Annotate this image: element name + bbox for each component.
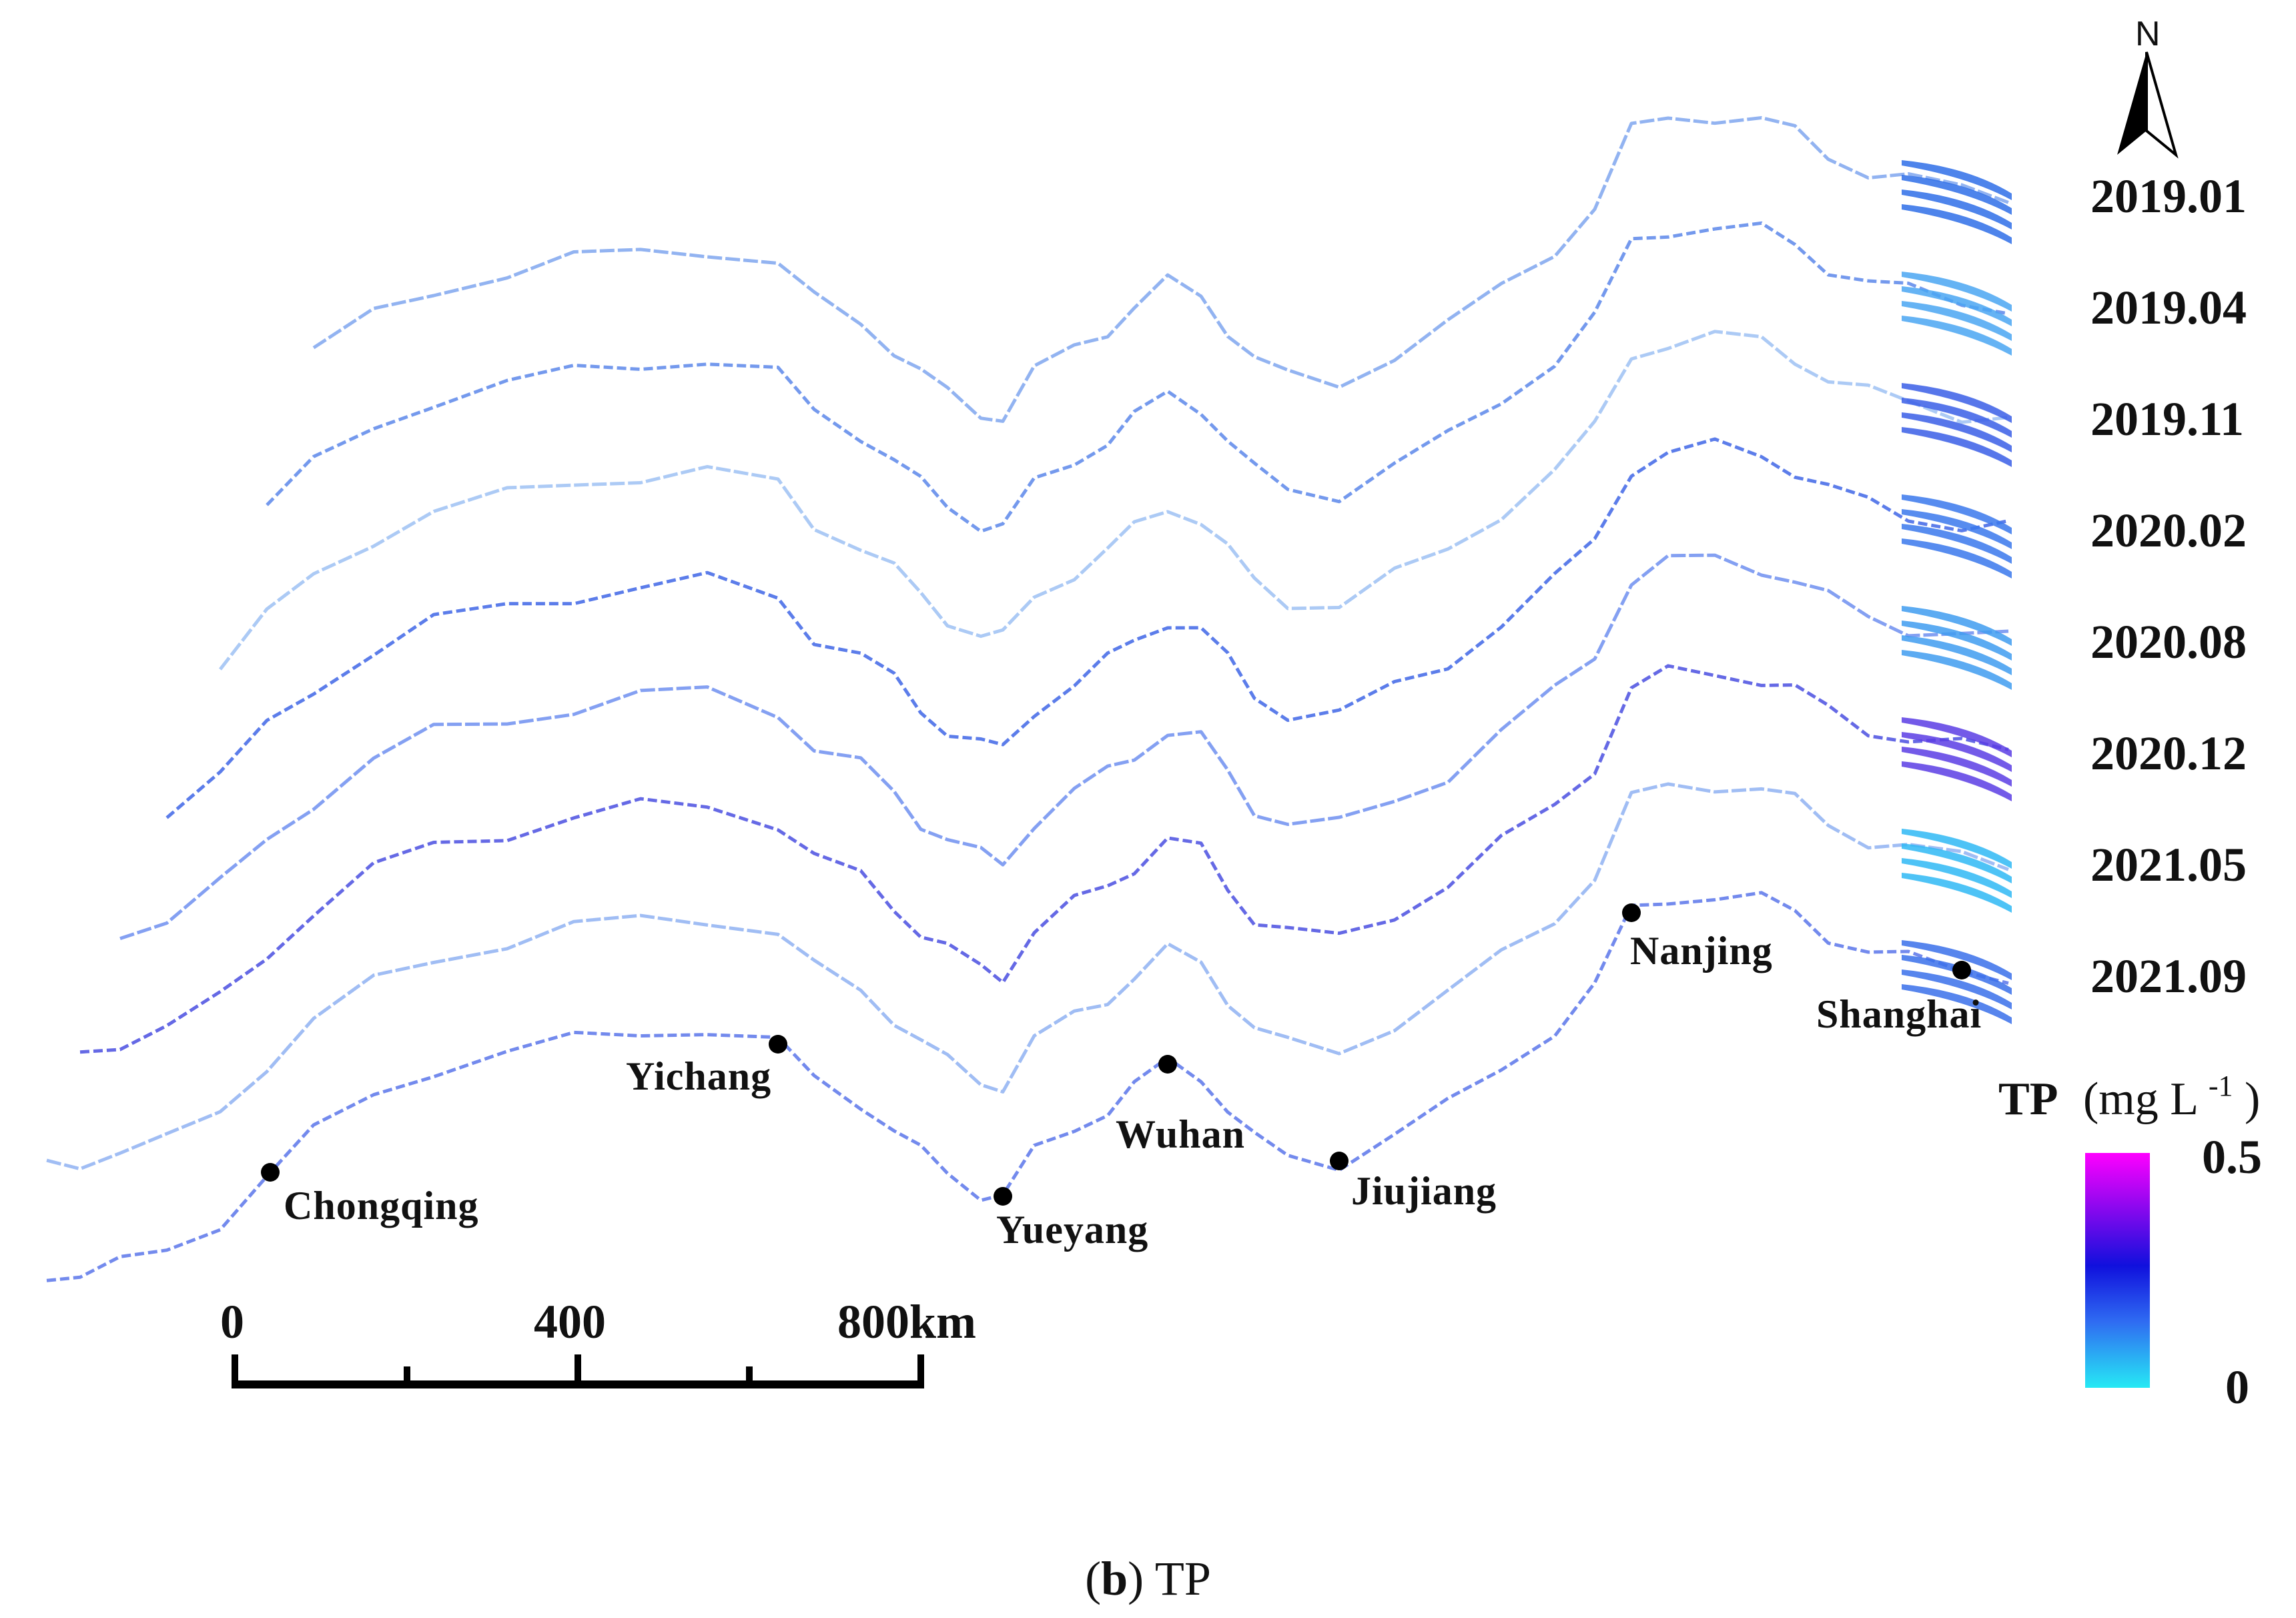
estuary-fan bbox=[1902, 761, 2012, 801]
city-dot bbox=[1158, 1055, 1177, 1074]
city-yichang: Yichang bbox=[626, 1035, 787, 1098]
estuary-fan bbox=[1902, 175, 2012, 215]
estuary-fan bbox=[1902, 606, 2012, 646]
estuary-fan bbox=[1902, 189, 2012, 230]
city-dot bbox=[1622, 903, 1641, 922]
estuary-fan bbox=[1902, 524, 2012, 564]
estuary-fan bbox=[1902, 969, 2012, 1009]
estuary-fan bbox=[1902, 427, 2012, 467]
city-nanjing: Nanjing bbox=[1622, 903, 1773, 973]
color-legend: TP (mg L -1 ) 0.5 0 bbox=[1998, 1055, 2262, 1414]
city-label: Wuhan bbox=[1116, 1112, 1245, 1156]
estuary-fan bbox=[1902, 829, 2012, 869]
city-dot bbox=[1952, 961, 1971, 979]
city-chongqing: Chongqing bbox=[261, 1163, 478, 1228]
scale-label-0: 0 bbox=[220, 1295, 244, 1348]
estuary-fan bbox=[1902, 204, 2012, 244]
estuary-fan bbox=[1902, 412, 2012, 452]
estuary-fan bbox=[1902, 509, 2012, 549]
city-dot bbox=[261, 1163, 280, 1182]
estuary-fan bbox=[1902, 747, 2012, 787]
date-label: 2021.09 bbox=[2090, 949, 2247, 1003]
estuary-fan bbox=[1902, 398, 2012, 438]
estuary-fan bbox=[1902, 940, 2012, 980]
caption-panel-letter: b bbox=[1101, 1552, 1128, 1605]
city-label: Nanjing bbox=[1630, 929, 1773, 973]
city-label: Chongqing bbox=[284, 1184, 478, 1228]
estuary-fan bbox=[1902, 873, 2012, 913]
estuary-fan bbox=[1902, 635, 2012, 675]
river-trace bbox=[119, 553, 2009, 940]
date-label: 2020.02 bbox=[2090, 504, 2247, 557]
legend-min: 0 bbox=[2225, 1360, 2249, 1414]
river-trace bbox=[79, 664, 2009, 1054]
figure-caption: (b) TP bbox=[1085, 1552, 1211, 1605]
estuary-fan bbox=[1902, 984, 2012, 1024]
city-wuhan: Wuhan bbox=[1116, 1055, 1245, 1156]
city-markers: Chongqing Yichang Yueyang Wuhan Jiujiang… bbox=[261, 903, 1982, 1252]
city-label: Jiujiang bbox=[1351, 1169, 1497, 1213]
legend-colorbar bbox=[2085, 1153, 2150, 1388]
river-trace bbox=[219, 330, 2009, 671]
city-shanghai: Shanghai bbox=[1816, 961, 1982, 1036]
river-trace bbox=[165, 437, 2009, 819]
north-arrow: N bbox=[2117, 15, 2179, 159]
scale-bar: 0 400 800km bbox=[220, 1295, 976, 1388]
scale-label-800: 800km bbox=[837, 1295, 976, 1348]
legend-unit: (mg L bbox=[2083, 1074, 2197, 1125]
estuary-fan bbox=[1902, 301, 2012, 341]
date-label: 2020.08 bbox=[2090, 615, 2247, 669]
river-trace bbox=[312, 116, 2009, 423]
river-trace bbox=[46, 782, 2009, 1171]
estuary-fan bbox=[1902, 494, 2012, 534]
legend-unit-close: ) bbox=[2245, 1074, 2260, 1125]
estuary-fan bbox=[1902, 272, 2012, 312]
city-label: Yichang bbox=[626, 1054, 771, 1098]
city-yueyang: Yueyang bbox=[994, 1187, 1148, 1252]
estuary-fan bbox=[1902, 843, 2012, 883]
city-label: Shanghai bbox=[1816, 992, 1982, 1036]
legend-unit-exponent: -1 bbox=[2209, 1070, 2233, 1102]
estuary-fan bbox=[1902, 650, 2012, 690]
estuary-fan bbox=[1902, 717, 2012, 757]
estuary-fans bbox=[1902, 160, 2012, 1024]
north-arrow-icon bbox=[2117, 52, 2147, 155]
date-label: 2021.05 bbox=[2090, 838, 2247, 891]
city-dot bbox=[994, 1187, 1012, 1206]
estuary-fan bbox=[1902, 955, 2012, 995]
yangtze-river-traces bbox=[46, 116, 2009, 1282]
river-trace bbox=[266, 221, 2009, 533]
estuary-fan bbox=[1902, 286, 2012, 326]
city-label: Yueyang bbox=[996, 1208, 1148, 1252]
estuary-fan bbox=[1902, 538, 2012, 578]
estuary-fan bbox=[1902, 160, 2012, 200]
estuary-fan bbox=[1902, 383, 2012, 423]
legend-max: 0.5 bbox=[2202, 1130, 2262, 1184]
estuary-fan bbox=[1902, 858, 2012, 898]
date-label: 2019.01 bbox=[2090, 169, 2247, 223]
estuary-fan bbox=[1902, 732, 2012, 772]
caption-text: TP bbox=[1154, 1552, 1211, 1605]
date-label: 2020.12 bbox=[2090, 727, 2247, 780]
city-dot bbox=[769, 1035, 787, 1054]
legend-title: TP (mg L -1 ) bbox=[1998, 1055, 2260, 1125]
date-label: 2019.04 bbox=[2090, 281, 2247, 334]
scale-label-400: 400 bbox=[534, 1295, 606, 1348]
north-arrow-outline-icon bbox=[2145, 51, 2179, 159]
date-label: 2019.11 bbox=[2090, 392, 2244, 446]
river-trace bbox=[46, 891, 2009, 1282]
estuary-fan bbox=[1902, 316, 2012, 356]
estuary-fan bbox=[1902, 621, 2012, 661]
city-dot bbox=[1330, 1152, 1349, 1170]
legend-variable: TP bbox=[1998, 1074, 2058, 1125]
date-labels: 2019.01 2019.04 2019.11 2020.02 2020.08 … bbox=[2090, 169, 2247, 1003]
north-arrow-letter: N bbox=[2135, 15, 2161, 53]
city-jiujiang: Jiujiang bbox=[1330, 1152, 1497, 1213]
